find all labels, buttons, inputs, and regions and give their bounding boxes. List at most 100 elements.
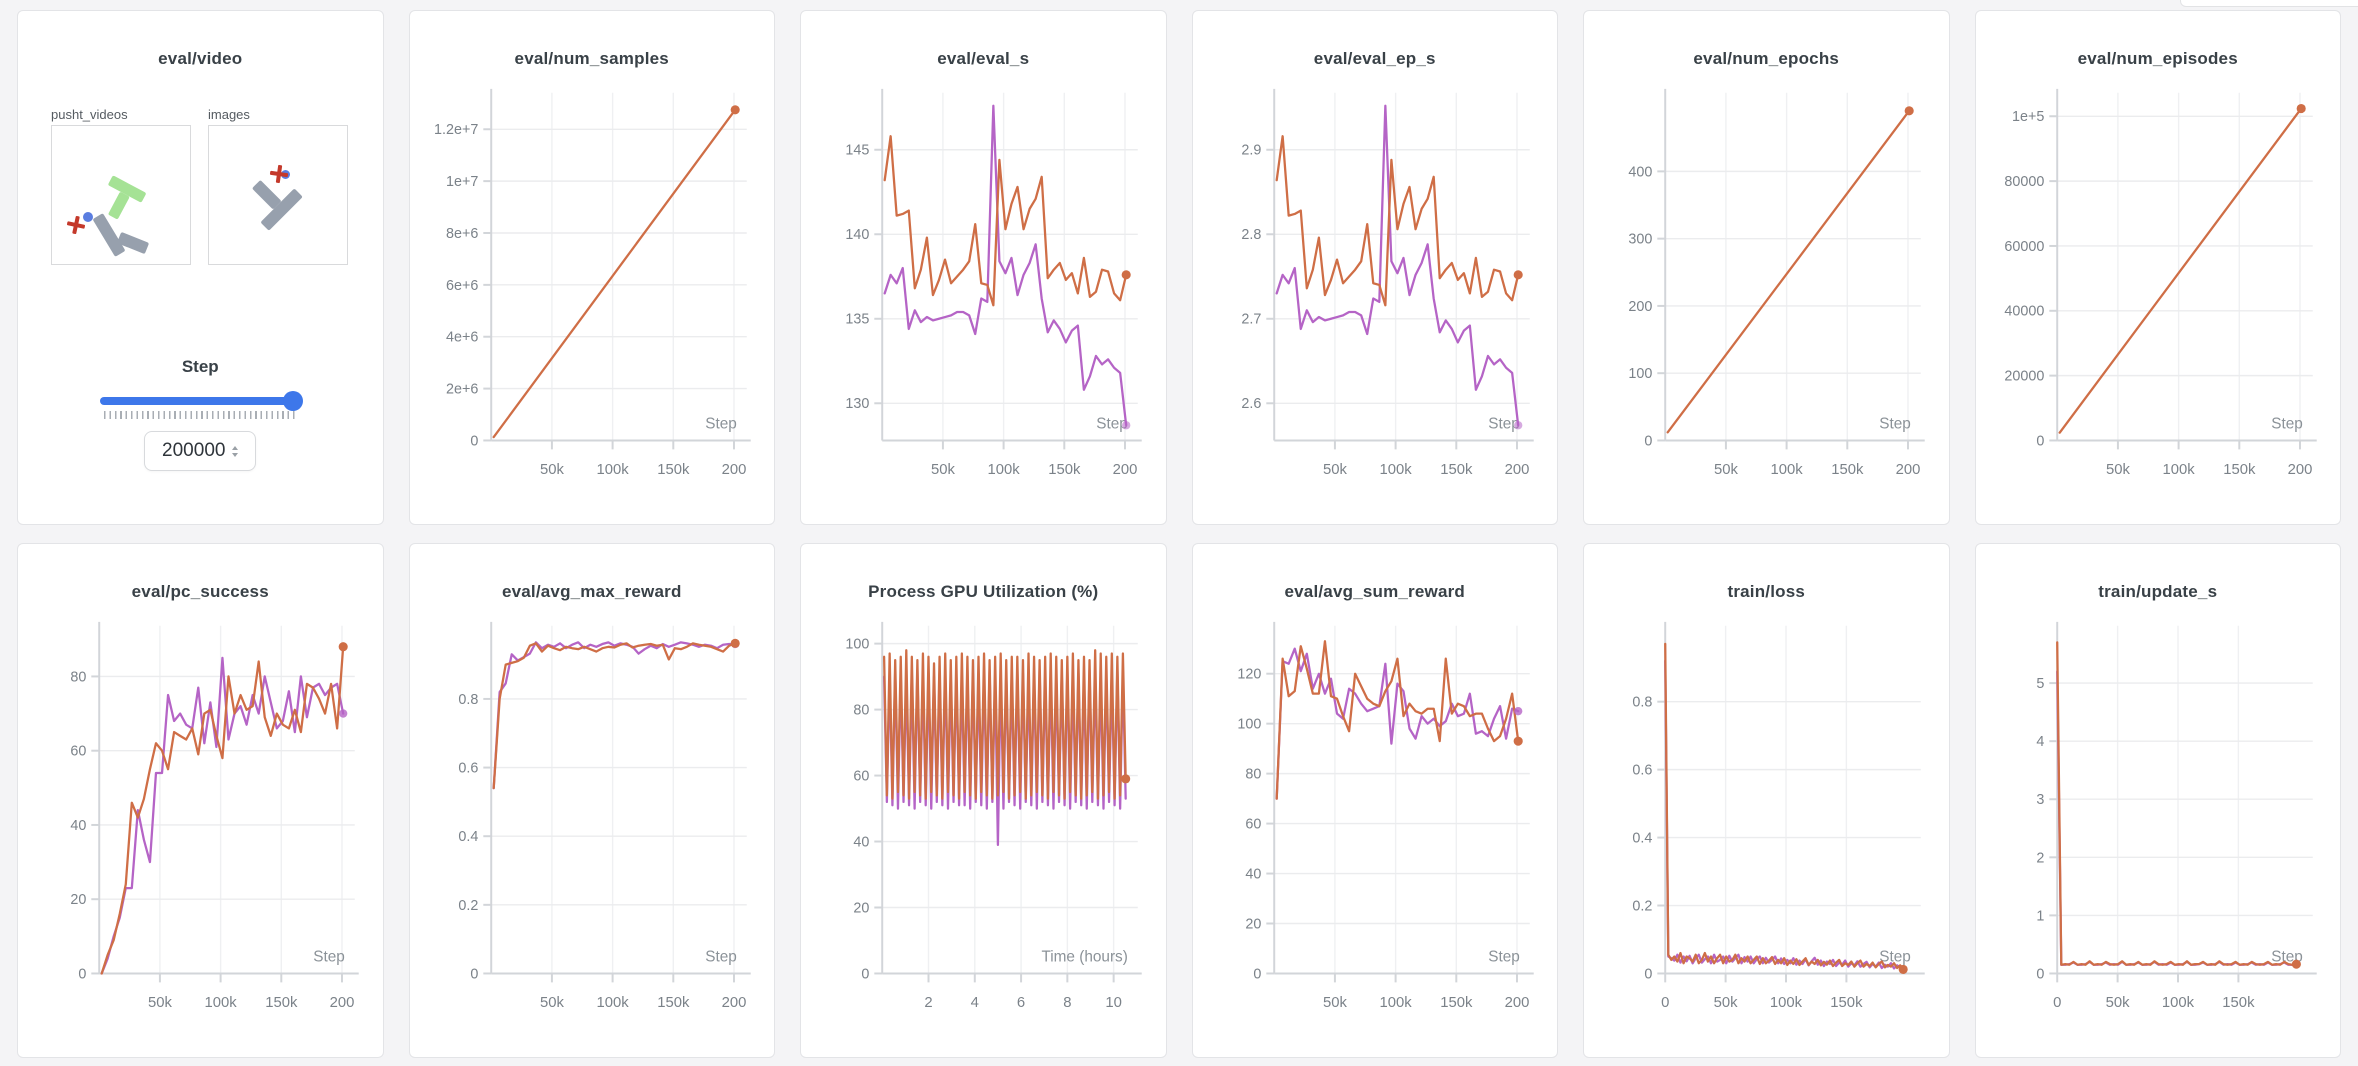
chart-title: eval/eval_s [937, 49, 1030, 68]
x-tick-label: 50k [1714, 462, 1739, 478]
x-tick-label: 100k [2161, 995, 2194, 1011]
y-tick-label: 20 [1245, 916, 1261, 932]
x-tick-label: 200 [721, 995, 746, 1011]
chart-plot-area[interactable]: 2.6 2.7 2.8 2.9 50k 100k 150k 200 Step [1193, 73, 1558, 515]
series-line-orange [492, 642, 736, 790]
series-line-purple [1275, 647, 1519, 800]
chart-title: train/loss [1727, 582, 1806, 601]
step-slider[interactable] [100, 391, 304, 411]
series-line-orange [1275, 640, 1519, 800]
y-tick-label: 1e+7 [446, 174, 478, 190]
series-end-dot-purple [1513, 421, 1522, 430]
chart-title: eval/avg_sum_reward [1284, 582, 1465, 601]
series-end-dot-orange [1121, 270, 1131, 280]
x-tick-label: 50k [1322, 462, 1347, 478]
x-axis-title: Step [1879, 416, 1911, 433]
y-tick-label: 20 [70, 892, 86, 908]
y-tick-label: 40 [1245, 866, 1261, 882]
y-tick-label: 60 [853, 769, 869, 785]
y-tick-label: 0 [2036, 966, 2044, 982]
step-slider-track[interactable] [100, 397, 301, 405]
y-tick-label: 8e+6 [446, 226, 478, 242]
x-tick-label: 200 [721, 462, 746, 478]
series-end-dot-purple [339, 709, 348, 718]
panel-process-gpu-utilization: Process GPU Utilization (%) 0 20 40 60 80 100 2… [800, 543, 1167, 1058]
stepper-arrows[interactable] [232, 445, 239, 457]
chart-plot-area[interactable]: 0 0.2 0.4 0.6 0.8 50k 100k 150k 200 Step [410, 606, 775, 1048]
y-tick-label: 80 [1245, 767, 1261, 783]
x-tick-label: 8 [1063, 995, 1071, 1011]
x-tick-label: 200 [330, 995, 355, 1011]
series-line-purple [492, 641, 736, 790]
y-tick-label: 20000 [2004, 369, 2044, 385]
x-tick-label: 100k [1379, 995, 1412, 1011]
pusht-video-thumbnail[interactable] [51, 125, 191, 265]
y-tick-label: 0.2 [458, 898, 478, 914]
chart-plot-area[interactable]: 0 20 40 60 80 50k 100k 150k 200 Step [18, 606, 383, 1048]
x-tick-label: 100k [1379, 462, 1412, 478]
series-end-dot-orange [338, 642, 348, 652]
x-tick-label: 150k [657, 462, 690, 478]
series-line-orange [2058, 107, 2302, 434]
chart-plot-area[interactable]: 0 0.2 0.4 0.6 0.8 0 50k 100k 150k Step [1584, 606, 1949, 1048]
chart-plot-area[interactable]: 0 20 40 60 80 100 120 50k 100k 150k 200 Step [1193, 606, 1558, 1048]
chart-title: Process GPU Utilization (%) [868, 582, 1099, 601]
images-thumbnail[interactable] [208, 125, 348, 265]
x-tick-label: 200 [1896, 462, 1921, 478]
y-tick-label: 4 [2036, 734, 2044, 750]
x-axis-title: Step [1096, 416, 1128, 433]
partial-card-edge [2180, 0, 2358, 7]
x-axis-title: Step [1879, 949, 1911, 966]
y-tick-label: 135 [845, 312, 869, 328]
y-tick-label: 300 [1628, 232, 1652, 248]
y-tick-label: 1.2e+7 [434, 122, 478, 138]
chart-plot-area[interactable]: 130 135 140 145 50k 100k 150k 200 Step [801, 73, 1166, 515]
panel-eval-num-episodes: eval/num_episodes 0 20000 40000 60000 80000 1e… [1974, 10, 2341, 525]
chart-plot-area[interactable]: 0 20 40 60 80 100 2 4 6 8 10 Time (hours) [801, 606, 1166, 1048]
x-tick-label: 150k [1830, 995, 1863, 1011]
step-number-input[interactable]: 200000 [144, 431, 257, 471]
pusht-videos-label: pusht_videos [51, 107, 128, 122]
panel-eval-num-samples: eval/num_samples 0 2e+6 4e+6 6e+6 8e+6 1e+7 1.2… [408, 10, 775, 525]
y-tick-label: 60 [1245, 817, 1261, 833]
chart-plot-area[interactable]: 0 20000 40000 60000 80000 1e+5 50k 100k 150k 200 S… [1976, 73, 2341, 515]
step-increment-icon[interactable] [232, 445, 239, 450]
y-tick-label: 3 [2036, 792, 2044, 808]
panel-eval-avg-sum-reward: eval/avg_sum_reward 0 20 40 60 80 100 120 50k 100… [1191, 543, 1558, 1058]
y-tick-label: 0.4 [458, 829, 478, 845]
y-tick-label: 0 [861, 966, 869, 982]
x-tick-label: 100k [205, 995, 238, 1011]
chart-title: eval/avg_max_reward [501, 582, 682, 601]
x-tick-label: 100k [596, 462, 629, 478]
series-line-orange [883, 135, 1128, 307]
step-slider-thumb[interactable] [283, 391, 304, 411]
panel-eval-video: eval/video pusht_videos images Step [17, 10, 384, 525]
y-tick-label: 0 [2036, 433, 2044, 449]
y-tick-label: 0.6 [1632, 763, 1652, 779]
step-decrement-icon[interactable] [232, 452, 239, 457]
series-end-dot-orange [1513, 736, 1523, 746]
y-tick-label: 2.8 [1241, 227, 1261, 243]
x-tick-label: 10 [1105, 995, 1122, 1011]
series-end-dot-purple [1122, 421, 1131, 430]
chart-plot-area[interactable]: 0 100 200 300 400 50k 100k 150k 200 Step [1584, 73, 1949, 515]
x-axis-title: Step [705, 949, 737, 966]
y-tick-label: 2.7 [1241, 312, 1261, 328]
x-axis-title: Time (hours) [1041, 949, 1127, 966]
x-tick-label: 50k [1322, 995, 1347, 1011]
series-line-purple [100, 656, 345, 975]
panel-eval-eval-ep-s: eval/eval_ep_s 2.6 2.7 2.8 2.9 50k 100k 150k 200… [1191, 10, 1558, 525]
y-tick-label: 6e+6 [446, 278, 478, 294]
x-tick-label: 4 [971, 995, 979, 1011]
x-tick-label: 50k [148, 995, 173, 1011]
x-tick-label: 100k [2162, 462, 2195, 478]
chart-plot-area[interactable]: 0 2e+6 4e+6 6e+6 8e+6 1e+7 1.2e+7 50k 100k 150k 20… [410, 73, 775, 515]
chart-title: eval/eval_ep_s [1313, 49, 1436, 68]
step-value[interactable]: 200000 [162, 440, 226, 461]
panel-train-update-s: train/update_s 0 1 2 3 4 5 0 50k 100k 150k Step [1974, 543, 2341, 1058]
y-tick-label: 0.6 [458, 761, 478, 777]
chart-title: eval/num_samples [514, 49, 669, 68]
y-tick-label: 400 [1628, 164, 1652, 180]
